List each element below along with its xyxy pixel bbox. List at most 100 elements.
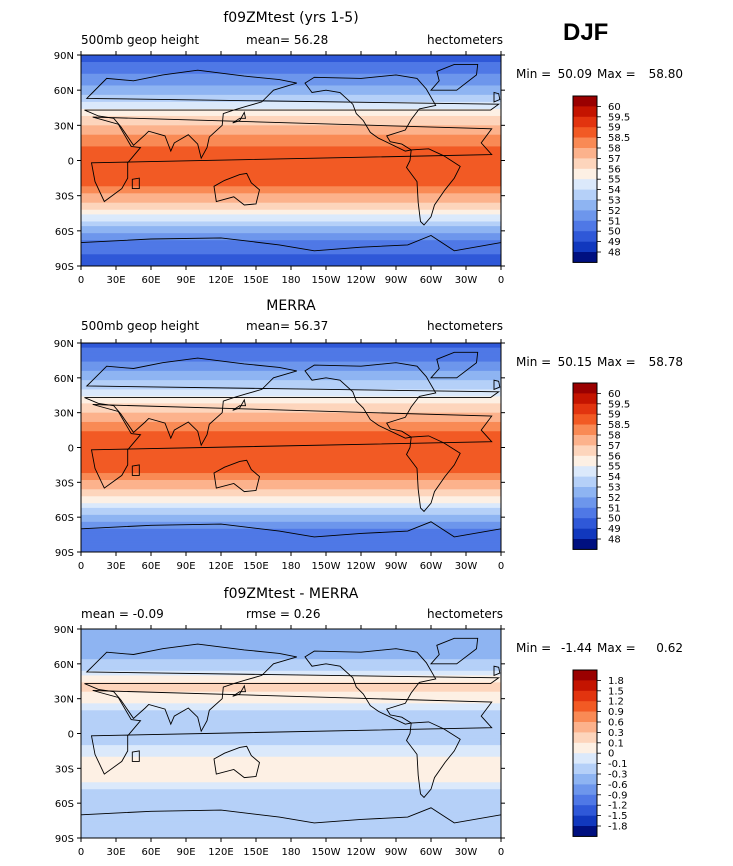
colorbar-label: 59.5 [608, 399, 630, 410]
x-tick-label: 60W [420, 275, 443, 286]
colorbar-label: 0.9 [608, 707, 624, 718]
field-band [81, 389, 501, 393]
field-band [81, 384, 501, 388]
field-band [81, 256, 501, 260]
field-band [81, 768, 501, 772]
colorbar-label: 1.2 [608, 697, 624, 708]
field-band [81, 647, 501, 651]
field-band [81, 190, 501, 194]
x-tick-label: 30E [106, 847, 125, 858]
colorbar-box [573, 539, 597, 550]
field-band [81, 663, 501, 667]
colorbar-box [573, 507, 597, 519]
max-label: Max = [597, 67, 636, 81]
coastline-greenland [430, 63, 479, 91]
field-band [81, 724, 501, 728]
coastline-antarctica [81, 521, 501, 552]
colorbar-label: 50 [608, 227, 621, 238]
colorbar-box [573, 805, 597, 816]
field-band [81, 127, 501, 131]
left-label: 500mb geop height [81, 319, 199, 333]
colorbar-box [573, 732, 597, 744]
field-band [81, 76, 501, 80]
field-band [81, 158, 501, 162]
coastline-eurasia [84, 643, 501, 733]
field-band [81, 728, 501, 732]
colorbar-label: 0 [608, 749, 614, 760]
field-band [81, 78, 501, 82]
colorbar-label: 59 [608, 123, 621, 134]
field-band [81, 417, 501, 421]
colorbar-box [573, 435, 597, 446]
x-tick-label: 150W [312, 275, 341, 286]
field-band [81, 195, 501, 199]
field-band [81, 394, 501, 398]
field-band [81, 132, 501, 136]
colorbar-label: 55 [608, 462, 621, 473]
field-band [81, 69, 501, 73]
x-tick-label: 150E [243, 847, 268, 858]
field-band [81, 533, 501, 537]
field-band [81, 684, 501, 688]
field-band [81, 410, 501, 414]
panel-2: MERRA 500mb geop height mean= 56.37 hectome… [54, 298, 683, 572]
center-label: mean= 56.37 [246, 319, 328, 333]
field-band [81, 181, 501, 185]
colorbar-box [573, 96, 597, 107]
y-tick-label: 90N [54, 339, 74, 350]
field-band [81, 115, 501, 119]
field-band [81, 740, 501, 744]
x-tick-label: 30W [455, 275, 478, 286]
coastline-japan [232, 398, 247, 411]
colorbar-box [573, 424, 597, 436]
field-band [81, 155, 501, 159]
field-band [81, 500, 501, 504]
field-band [81, 700, 501, 704]
colorbar-box [573, 231, 597, 242]
field-band [81, 380, 501, 384]
field-band [81, 137, 501, 140]
field-band [81, 545, 501, 548]
field-band [81, 542, 501, 546]
max-label: Max = [597, 355, 636, 369]
y-tick-label: 30S [55, 764, 74, 775]
field-band [81, 798, 501, 802]
coastline-antarctica [81, 234, 501, 266]
field-band [81, 519, 501, 523]
field-band [81, 193, 501, 197]
coastline-australia [213, 172, 261, 206]
field-band [81, 130, 501, 133]
field-band [81, 233, 501, 237]
colorbar-label: 57 [608, 441, 621, 452]
field-band [81, 101, 501, 105]
field-band [81, 473, 501, 476]
field-band [81, 814, 501, 818]
field-band [81, 139, 501, 143]
field-band [81, 786, 501, 790]
coastline-eurasia [84, 357, 501, 447]
colorbar-label: 51 [608, 216, 621, 227]
colorbar-label: 50 [608, 514, 621, 525]
colorbar-box [573, 455, 597, 467]
x-tick-label: 30W [455, 561, 478, 572]
field-band [81, 752, 501, 755]
colorbar-label: 59.5 [608, 112, 630, 123]
coastline-eurasia [84, 69, 501, 160]
y-tick-label: 0 [68, 157, 74, 168]
field-band [81, 807, 501, 811]
field-band [81, 428, 501, 432]
field-band [81, 745, 501, 749]
y-tick-label: 30N [54, 121, 74, 132]
colorbar-label: 58 [608, 431, 621, 442]
min-label: Min = [516, 67, 551, 81]
field-band [81, 382, 501, 386]
field-band [81, 466, 501, 469]
coastline-antarctica [81, 807, 501, 838]
x-tick-label: 90W [385, 847, 408, 858]
coastline-africa [90, 690, 493, 775]
field-band [81, 477, 501, 481]
field-band [81, 819, 501, 823]
field-band [81, 219, 501, 223]
field-band [81, 55, 501, 58]
